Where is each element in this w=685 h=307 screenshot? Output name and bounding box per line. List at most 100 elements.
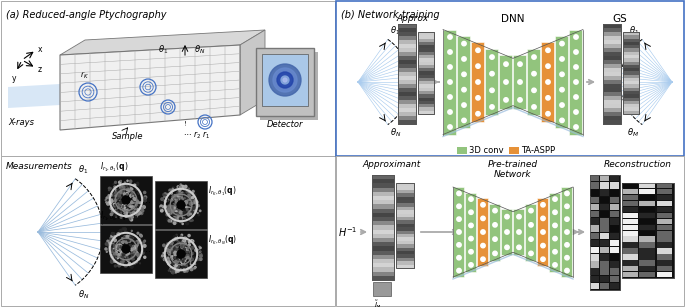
Bar xyxy=(623,107,639,111)
Bar xyxy=(603,56,621,60)
Circle shape xyxy=(128,253,130,255)
Text: Sample: Sample xyxy=(112,132,143,141)
Bar xyxy=(610,276,619,282)
Circle shape xyxy=(553,223,557,227)
Circle shape xyxy=(142,252,144,254)
Circle shape xyxy=(121,188,122,189)
Circle shape xyxy=(117,210,120,212)
Circle shape xyxy=(195,194,196,195)
Circle shape xyxy=(181,217,182,219)
Circle shape xyxy=(172,208,175,211)
Circle shape xyxy=(125,258,127,261)
Bar xyxy=(657,195,672,200)
Circle shape xyxy=(179,269,182,271)
Circle shape xyxy=(516,245,521,250)
Circle shape xyxy=(176,259,179,262)
Circle shape xyxy=(481,230,485,234)
Circle shape xyxy=(469,236,473,241)
Circle shape xyxy=(105,248,107,250)
Bar xyxy=(639,189,655,194)
Circle shape xyxy=(136,200,138,202)
Bar xyxy=(623,84,639,88)
Circle shape xyxy=(136,201,139,204)
Circle shape xyxy=(182,266,185,269)
Circle shape xyxy=(119,191,122,193)
Circle shape xyxy=(121,194,123,196)
Text: $\theta_1$: $\theta_1$ xyxy=(390,25,400,37)
Circle shape xyxy=(469,223,473,227)
Circle shape xyxy=(123,261,124,262)
Bar xyxy=(398,60,416,64)
Circle shape xyxy=(532,88,536,92)
Circle shape xyxy=(170,245,172,247)
Circle shape xyxy=(119,244,121,247)
Circle shape xyxy=(117,203,120,205)
Circle shape xyxy=(167,259,170,262)
Circle shape xyxy=(123,254,124,256)
Circle shape xyxy=(114,186,116,188)
Bar xyxy=(372,192,394,196)
Circle shape xyxy=(113,184,114,185)
Bar xyxy=(603,76,621,80)
Circle shape xyxy=(172,187,174,189)
Bar xyxy=(603,84,621,88)
Bar xyxy=(590,182,599,189)
Bar xyxy=(603,60,621,64)
Circle shape xyxy=(277,72,293,88)
Circle shape xyxy=(119,250,121,252)
Text: $\theta_1$: $\theta_1$ xyxy=(78,163,88,176)
Circle shape xyxy=(129,188,132,190)
Circle shape xyxy=(114,258,116,261)
Circle shape xyxy=(505,230,509,234)
Circle shape xyxy=(136,206,137,207)
Circle shape xyxy=(120,197,121,198)
Circle shape xyxy=(175,216,178,219)
Circle shape xyxy=(172,267,173,269)
Circle shape xyxy=(190,202,192,204)
Circle shape xyxy=(136,183,138,185)
Circle shape xyxy=(125,211,127,214)
Circle shape xyxy=(179,240,180,241)
Circle shape xyxy=(115,195,116,196)
Circle shape xyxy=(121,189,123,192)
Bar xyxy=(600,175,609,181)
Bar xyxy=(398,96,416,100)
Bar xyxy=(622,224,638,230)
Bar xyxy=(623,68,639,72)
Circle shape xyxy=(195,201,198,204)
Circle shape xyxy=(173,257,175,259)
Circle shape xyxy=(191,247,194,249)
Circle shape xyxy=(188,214,190,215)
Bar xyxy=(600,218,609,225)
Circle shape xyxy=(112,233,114,235)
Circle shape xyxy=(191,258,193,260)
Circle shape xyxy=(553,236,557,241)
Circle shape xyxy=(179,186,182,188)
Circle shape xyxy=(546,80,550,84)
Circle shape xyxy=(121,195,123,197)
Text: $I_{r_1,\theta_1}(\mathbf{q})$: $I_{r_1,\theta_1}(\mathbf{q})$ xyxy=(100,161,129,174)
Circle shape xyxy=(132,245,136,248)
Circle shape xyxy=(532,55,536,59)
Circle shape xyxy=(197,259,199,260)
Circle shape xyxy=(162,255,164,257)
Circle shape xyxy=(119,229,122,232)
Circle shape xyxy=(171,206,173,208)
Circle shape xyxy=(175,201,177,203)
Circle shape xyxy=(189,248,190,249)
Circle shape xyxy=(108,195,110,196)
Circle shape xyxy=(177,250,185,258)
Circle shape xyxy=(126,194,127,195)
Circle shape xyxy=(129,258,131,260)
Circle shape xyxy=(119,199,121,201)
Circle shape xyxy=(184,218,185,219)
Circle shape xyxy=(114,261,115,262)
Circle shape xyxy=(172,271,174,274)
Bar xyxy=(396,207,414,211)
Circle shape xyxy=(114,198,115,199)
Circle shape xyxy=(171,251,172,252)
Bar xyxy=(372,183,394,188)
Bar xyxy=(622,201,638,206)
Circle shape xyxy=(184,270,186,272)
Circle shape xyxy=(481,243,485,248)
